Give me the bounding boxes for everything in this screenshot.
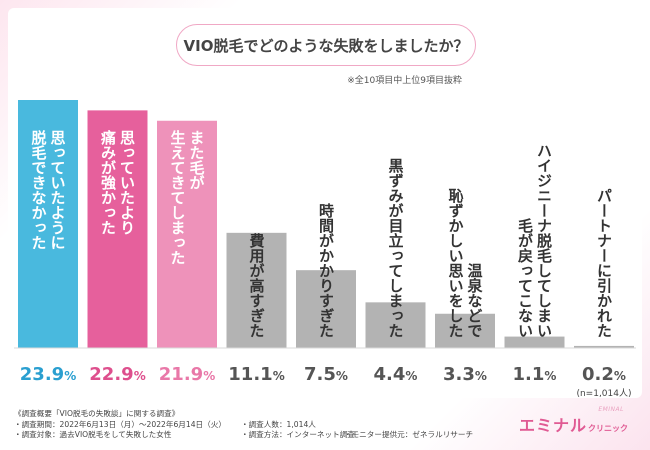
bar-9 [574, 345, 634, 348]
value-label-1: 23.9% [20, 364, 76, 385]
bar-7 [435, 313, 495, 348]
survey-period: ・調査期間：2022年6月13日（月）～2022年6月14日（火） [14, 419, 226, 429]
survey-method: ・調査方法：インターネット調査 [241, 430, 355, 440]
value-label-6: 4.4% [374, 364, 418, 385]
logo-main: エミナル [518, 416, 587, 435]
bar-1 [18, 100, 78, 348]
extract-note: ※全10項目中上位9項目抜粋 [347, 76, 462, 86]
category-label-4-1: 費用が高すぎた [248, 232, 266, 338]
value-label-5: 7.5% [304, 364, 348, 385]
category-label-3-2: 生えてきてしまった [169, 129, 187, 265]
value-label-2: 22.9% [89, 364, 145, 385]
category-label-8-2: 毛が戻ってこない [516, 217, 534, 338]
chart-title: VIO脱毛でどのような失敗をしましたか？ [176, 24, 476, 66]
clinic-logo: EMINAL エミナル クリニック [518, 406, 628, 436]
bar-6 [365, 302, 426, 348]
value-label-3: 21.9% [159, 364, 215, 385]
category-label-7-2: 恥ずかしい思いをした [447, 188, 465, 338]
logo-sub: クリニック [588, 424, 628, 433]
bar-2 [87, 110, 148, 348]
logo-tag: EMINAL [598, 406, 624, 413]
value-label-9: 0.2% [582, 364, 626, 385]
bar-8 [504, 336, 565, 348]
category-label-7-1: 温泉などで [466, 263, 484, 338]
category-label-9-1: パートナーに引かれた [595, 188, 613, 338]
category-label-3-1: また毛が [188, 130, 206, 190]
survey-target: ・調査対象：過去VIO脱毛をして失敗した女性 [14, 430, 172, 440]
category-label-6-1: 黒ずみが目立ってしまった [387, 158, 405, 338]
bar-5 [296, 270, 356, 348]
sample-size-note: (n=1,014人) [576, 388, 631, 399]
value-label-8: 1.1% [513, 364, 557, 385]
category-label-1-1: 思っていたように [49, 130, 67, 250]
category-label-2-2: 痛みが強かった [99, 129, 117, 235]
category-label-1-2: 脱毛できなかった [30, 129, 48, 250]
survey-count: ・調査人数：1,014人 [241, 419, 316, 429]
survey-heading: 《調査概要「VIO脱毛の失敗談」に関する調査》 [14, 409, 180, 418]
bar-4 [226, 232, 287, 348]
value-label-4: 11.1% [228, 364, 284, 385]
category-label-2-1: 思っていたより [118, 130, 136, 235]
bar-3 [157, 120, 217, 348]
category-label-5-1: 時間がかかりすぎた [317, 202, 335, 338]
value-label-7: 3.3% [443, 364, 487, 385]
category-label-8-1: ハイジニーナ脱毛してしまい [535, 143, 553, 338]
survey-provider: ・モニター提供元：ゼネラルリサーチ [344, 430, 474, 440]
chart-title-text: VIO脱毛でどのような失敗をしましたか？ [183, 36, 469, 55]
